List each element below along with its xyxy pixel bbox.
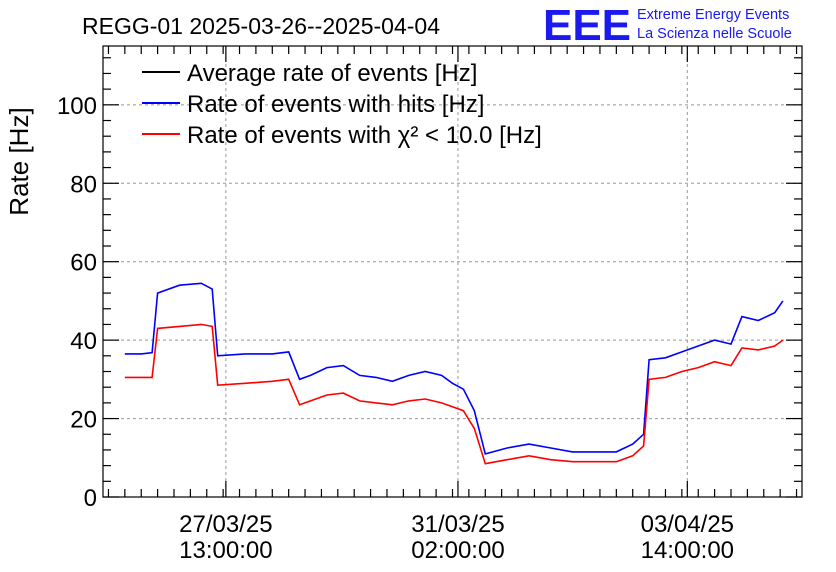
- chart-title: REGG-01 2025-03-26--2025-04-04: [82, 13, 440, 39]
- grid: [103, 46, 802, 497]
- series-line-1: [124, 282, 784, 455]
- y-tick-label: 60: [70, 250, 97, 277]
- legend-label: Rate of events with χ² < 10.0 [Hz]: [187, 122, 542, 149]
- legend: Average rate of events [Hz] Rate of event…: [142, 60, 542, 149]
- y-tick-label: 0: [84, 485, 97, 512]
- y-tick-label: 20: [70, 407, 97, 434]
- y-tick-label: 40: [70, 328, 97, 355]
- eee-logo: EEE Extreme Energy Events La Scienza nel…: [543, 1, 792, 50]
- legend-label: Rate of events with hits [Hz]: [187, 91, 484, 118]
- series-line-2: [124, 323, 784, 465]
- series-layer: [124, 282, 784, 465]
- legend-label: Average rate of events [Hz]: [187, 60, 477, 87]
- y-tick-label: 80: [70, 171, 97, 198]
- x-tick-date: 27/03/25: [179, 511, 272, 538]
- x-tick-time: 02:00:00: [411, 537, 504, 564]
- eee-logo-mark: EEE: [543, 1, 631, 50]
- eee-logo-line2: La Scienza nelle Scuole: [637, 26, 792, 42]
- y-axis-label: Rate [Hz]: [4, 107, 34, 215]
- y-tick-label: 100: [57, 93, 97, 120]
- eee-logo-line1: Extreme Energy Events: [637, 7, 789, 23]
- x-tick-time: 13:00:00: [179, 537, 272, 564]
- x-tick-date: 31/03/25: [411, 511, 504, 538]
- x-tick-time: 14:00:00: [641, 537, 734, 564]
- x-tick-date: 03/04/25: [641, 511, 734, 538]
